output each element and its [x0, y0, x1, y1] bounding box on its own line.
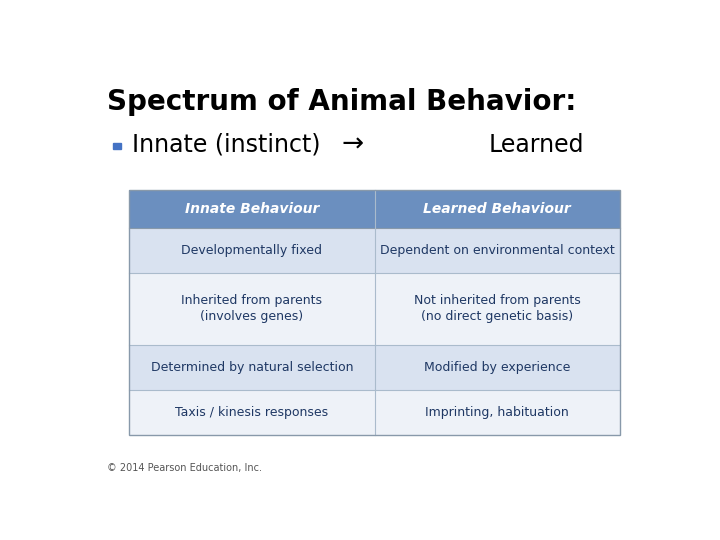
Text: © 2014 Pearson Education, Inc.: © 2014 Pearson Education, Inc.	[107, 463, 262, 473]
Bar	[129, 190, 620, 227]
Text: →: →	[341, 132, 364, 158]
Text: Imprinting, habituation: Imprinting, habituation	[426, 406, 570, 419]
Bar	[129, 190, 620, 435]
Text: Determined by natural selection: Determined by natural selection	[150, 361, 353, 374]
Text: Learned: Learned	[489, 133, 584, 157]
Text: Innate Behaviour: Innate Behaviour	[184, 201, 319, 215]
Bar	[129, 390, 620, 435]
Text: Spectrum of Animal Behavior:: Spectrum of Animal Behavior:	[107, 87, 576, 116]
Text: Dependent on environmental context: Dependent on environmental context	[380, 244, 615, 256]
Text: Not inherited from parents
(no direct genetic basis): Not inherited from parents (no direct ge…	[414, 294, 581, 323]
Text: Developmentally fixed: Developmentally fixed	[181, 244, 323, 256]
Text: Innate (instinct): Innate (instinct)	[132, 133, 320, 157]
Text: Learned Behaviour: Learned Behaviour	[423, 201, 571, 215]
Bar	[129, 190, 620, 435]
Text: Modified by experience: Modified by experience	[424, 361, 570, 374]
Text: Inherited from parents
(involves genes): Inherited from parents (involves genes)	[181, 294, 323, 323]
Text: Taxis / kinesis responses: Taxis / kinesis responses	[175, 406, 328, 419]
Bar	[129, 273, 620, 345]
Bar	[114, 143, 121, 148]
